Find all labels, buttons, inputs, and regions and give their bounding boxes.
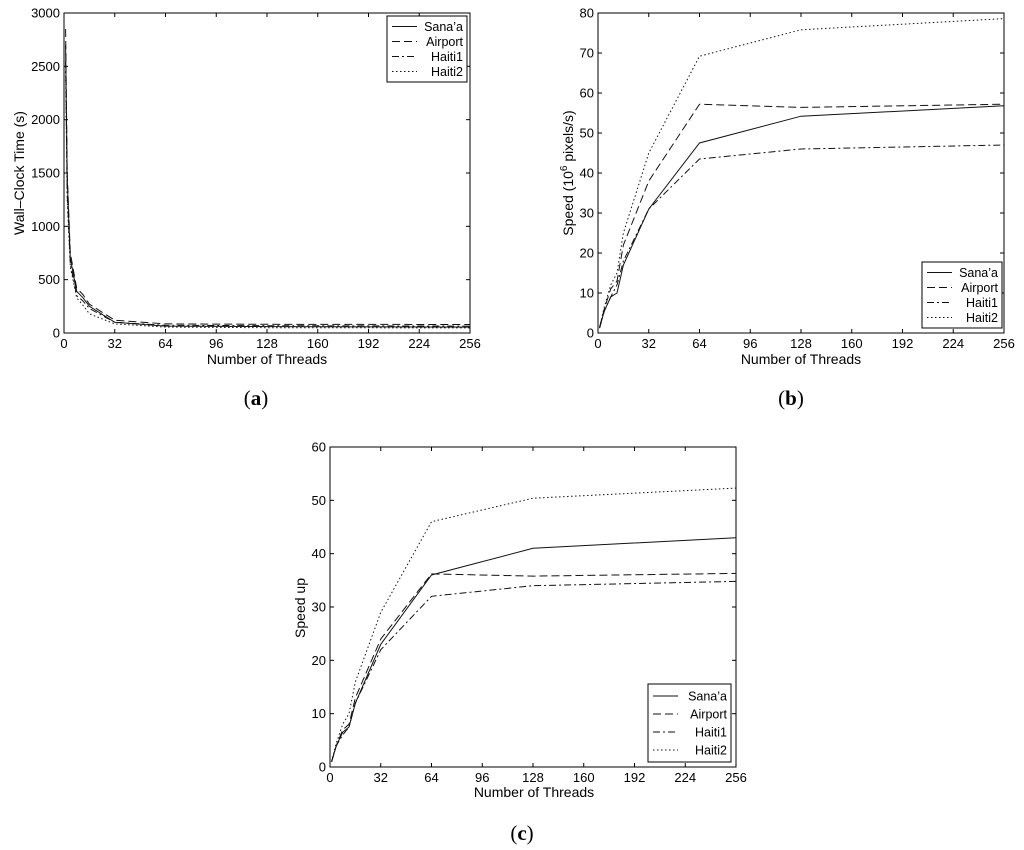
panel-b-xtick-label: 128 <box>790 336 812 351</box>
panel-c-ylabel: Speed up <box>292 578 308 638</box>
panel-a-legend-label: Sana’a <box>424 20 463 34</box>
panel-c-xtick-label: 128 <box>522 770 544 785</box>
panel-c-legend-label: Haiti1 <box>695 725 727 739</box>
panel-a-legend-label: Airport <box>426 35 463 49</box>
panel-c: 0 32 64 96 128 160 192 224 256 0 10 20 30 40 50 60 Sana’… <box>292 440 747 846</box>
panel-c-label: (c) <box>510 821 533 845</box>
panel-b-legend-label: Haiti2 <box>966 311 998 325</box>
panel-c-legend-label: Haiti2 <box>695 743 727 757</box>
panel-b-ytick-label: 30 <box>580 206 594 221</box>
panel-a-xtick-label: 192 <box>358 336 380 351</box>
panel-c-xtick-label: 224 <box>674 770 696 785</box>
panel-a-series-solid <box>66 45 470 327</box>
panel-b-ylabel: Speed (106 pixels/s) <box>559 110 576 235</box>
panel-b-ylabel-post: pixels/s) <box>560 110 576 165</box>
panel-a-series-dotted <box>66 72 470 328</box>
panel-b-ytick-label: 70 <box>580 46 594 61</box>
panel-b-xtick-label: 160 <box>841 336 863 351</box>
panel-a-xlabel: Number of Threads <box>207 351 327 367</box>
panel-b-legend-label: Sana’a <box>959 266 998 280</box>
panel-a-legend-label: Haiti1 <box>431 50 463 64</box>
panel-c-xtick-label: 192 <box>624 770 646 785</box>
panel-a-ytick-label: 0 <box>53 326 60 341</box>
panel-c-xtick-label: 160 <box>573 770 595 785</box>
panel-c-plot-area: 0 32 64 96 128 160 192 224 256 0 10 20 30 40 50 60 Sana’… <box>312 440 747 786</box>
panel-c-ytick-label: 60 <box>312 440 326 455</box>
panel-a-ytick-label: 3000 <box>31 6 60 21</box>
panel-b-plot-area: 0 32 64 96 128 160 192 224 256 0 10 20 30 40 50 60 70 80 S… <box>580 6 1015 352</box>
panel-a-ytick-label: 2000 <box>31 112 60 127</box>
panel-b-ytick-label: 40 <box>580 166 594 181</box>
panel-a-series-dashdot <box>66 61 470 326</box>
panel-c-ytick-label: 20 <box>312 653 326 668</box>
panel-a-xtick-label: 224 <box>408 336 430 351</box>
panel-a-xtick-label: 160 <box>307 336 329 351</box>
panel-c-xlabel: Number of Threads <box>474 784 594 800</box>
panel-a-xtick-label: 128 <box>256 336 278 351</box>
panel-b-letter: b <box>785 386 797 410</box>
panel-c-ytick-label: 10 <box>312 706 326 721</box>
panel-b-xtick-label: 192 <box>892 336 914 351</box>
panel-a-ytick-label: 1500 <box>31 166 60 181</box>
panel-b: 0 32 64 96 128 160 192 224 256 0 10 20 30 40 50 60 70 80 S… <box>559 6 1015 411</box>
panel-c-ytick-label: 40 <box>312 546 326 561</box>
panel-a-letter: a <box>251 386 262 410</box>
panel-c-xtick-label: 64 <box>424 770 438 785</box>
panel-a-xtick-label: 256 <box>459 336 481 351</box>
panel-b-legend-label: Airport <box>961 281 998 295</box>
panel-a-ylabel: Wall–Clock Time (s) <box>11 111 27 235</box>
panel-a-xtick-label: 32 <box>108 336 122 351</box>
panel-b-ytick-label: 50 <box>580 126 594 141</box>
panel-b-ylabel-pre: Speed (10 <box>560 171 576 236</box>
panel-c-xtick-label: 256 <box>725 770 747 785</box>
panel-b-xtick-label: 64 <box>692 336 706 351</box>
panel-a-ytick-label: 1000 <box>31 219 60 234</box>
panel-b-legend-label: Haiti1 <box>966 296 998 310</box>
panel-b-xtick-label: 96 <box>743 336 757 351</box>
panel-c-legend: Sana’a Airport Haiti1 Haiti2 <box>648 684 731 762</box>
panel-a-ytick-label: 2500 <box>31 59 60 74</box>
panel-b-xlabel: Number of Threads <box>741 351 861 367</box>
panel-b-ytick-label: 60 <box>580 86 594 101</box>
panel-b-xtick-label: 224 <box>942 336 964 351</box>
panel-b-xtick-label: 0 <box>594 336 601 351</box>
panel-c-ytick-label: 30 <box>312 600 326 615</box>
panel-b-xtick-label: 256 <box>993 336 1015 351</box>
panel-b-ytick-label: 20 <box>580 246 594 261</box>
panel-c-ytick-label: 0 <box>319 760 326 775</box>
panel-c-xtick-label: 0 <box>326 770 333 785</box>
panel-a: 0 32 64 96 128 160 192 224 256 0 500 1000 1500 2000 25… <box>11 6 481 411</box>
panel-a-label: (a) <box>244 386 269 410</box>
panel-a-xtick-label: 64 <box>158 336 172 351</box>
panel-b-ytick-label: 10 <box>580 286 594 301</box>
panel-a-plot-area: 0 32 64 96 128 160 192 224 256 0 500 1000 1500 2000 25… <box>31 6 481 352</box>
panel-a-xtick-label: 0 <box>60 336 67 351</box>
panel-c-legend-label: Airport <box>690 707 727 721</box>
panel-a-ytick-label: 500 <box>38 272 60 287</box>
panel-b-label: (b) <box>778 386 804 410</box>
panel-a-legend-label: Haiti2 <box>431 65 463 79</box>
panel-c-legend-label: Sana’a <box>688 689 727 703</box>
panel-b-ytick-label: 0 <box>587 326 594 341</box>
panel-a-xtick-label: 96 <box>209 336 223 351</box>
panel-c-letter: c <box>517 821 526 845</box>
panel-c-xtick-label: 96 <box>475 770 489 785</box>
panel-c-ytick-label: 50 <box>312 493 326 508</box>
panel-b-xtick-label: 32 <box>642 336 656 351</box>
panel-b-ytick-label: 80 <box>580 6 594 21</box>
panel-c-xtick-label: 32 <box>374 770 388 785</box>
